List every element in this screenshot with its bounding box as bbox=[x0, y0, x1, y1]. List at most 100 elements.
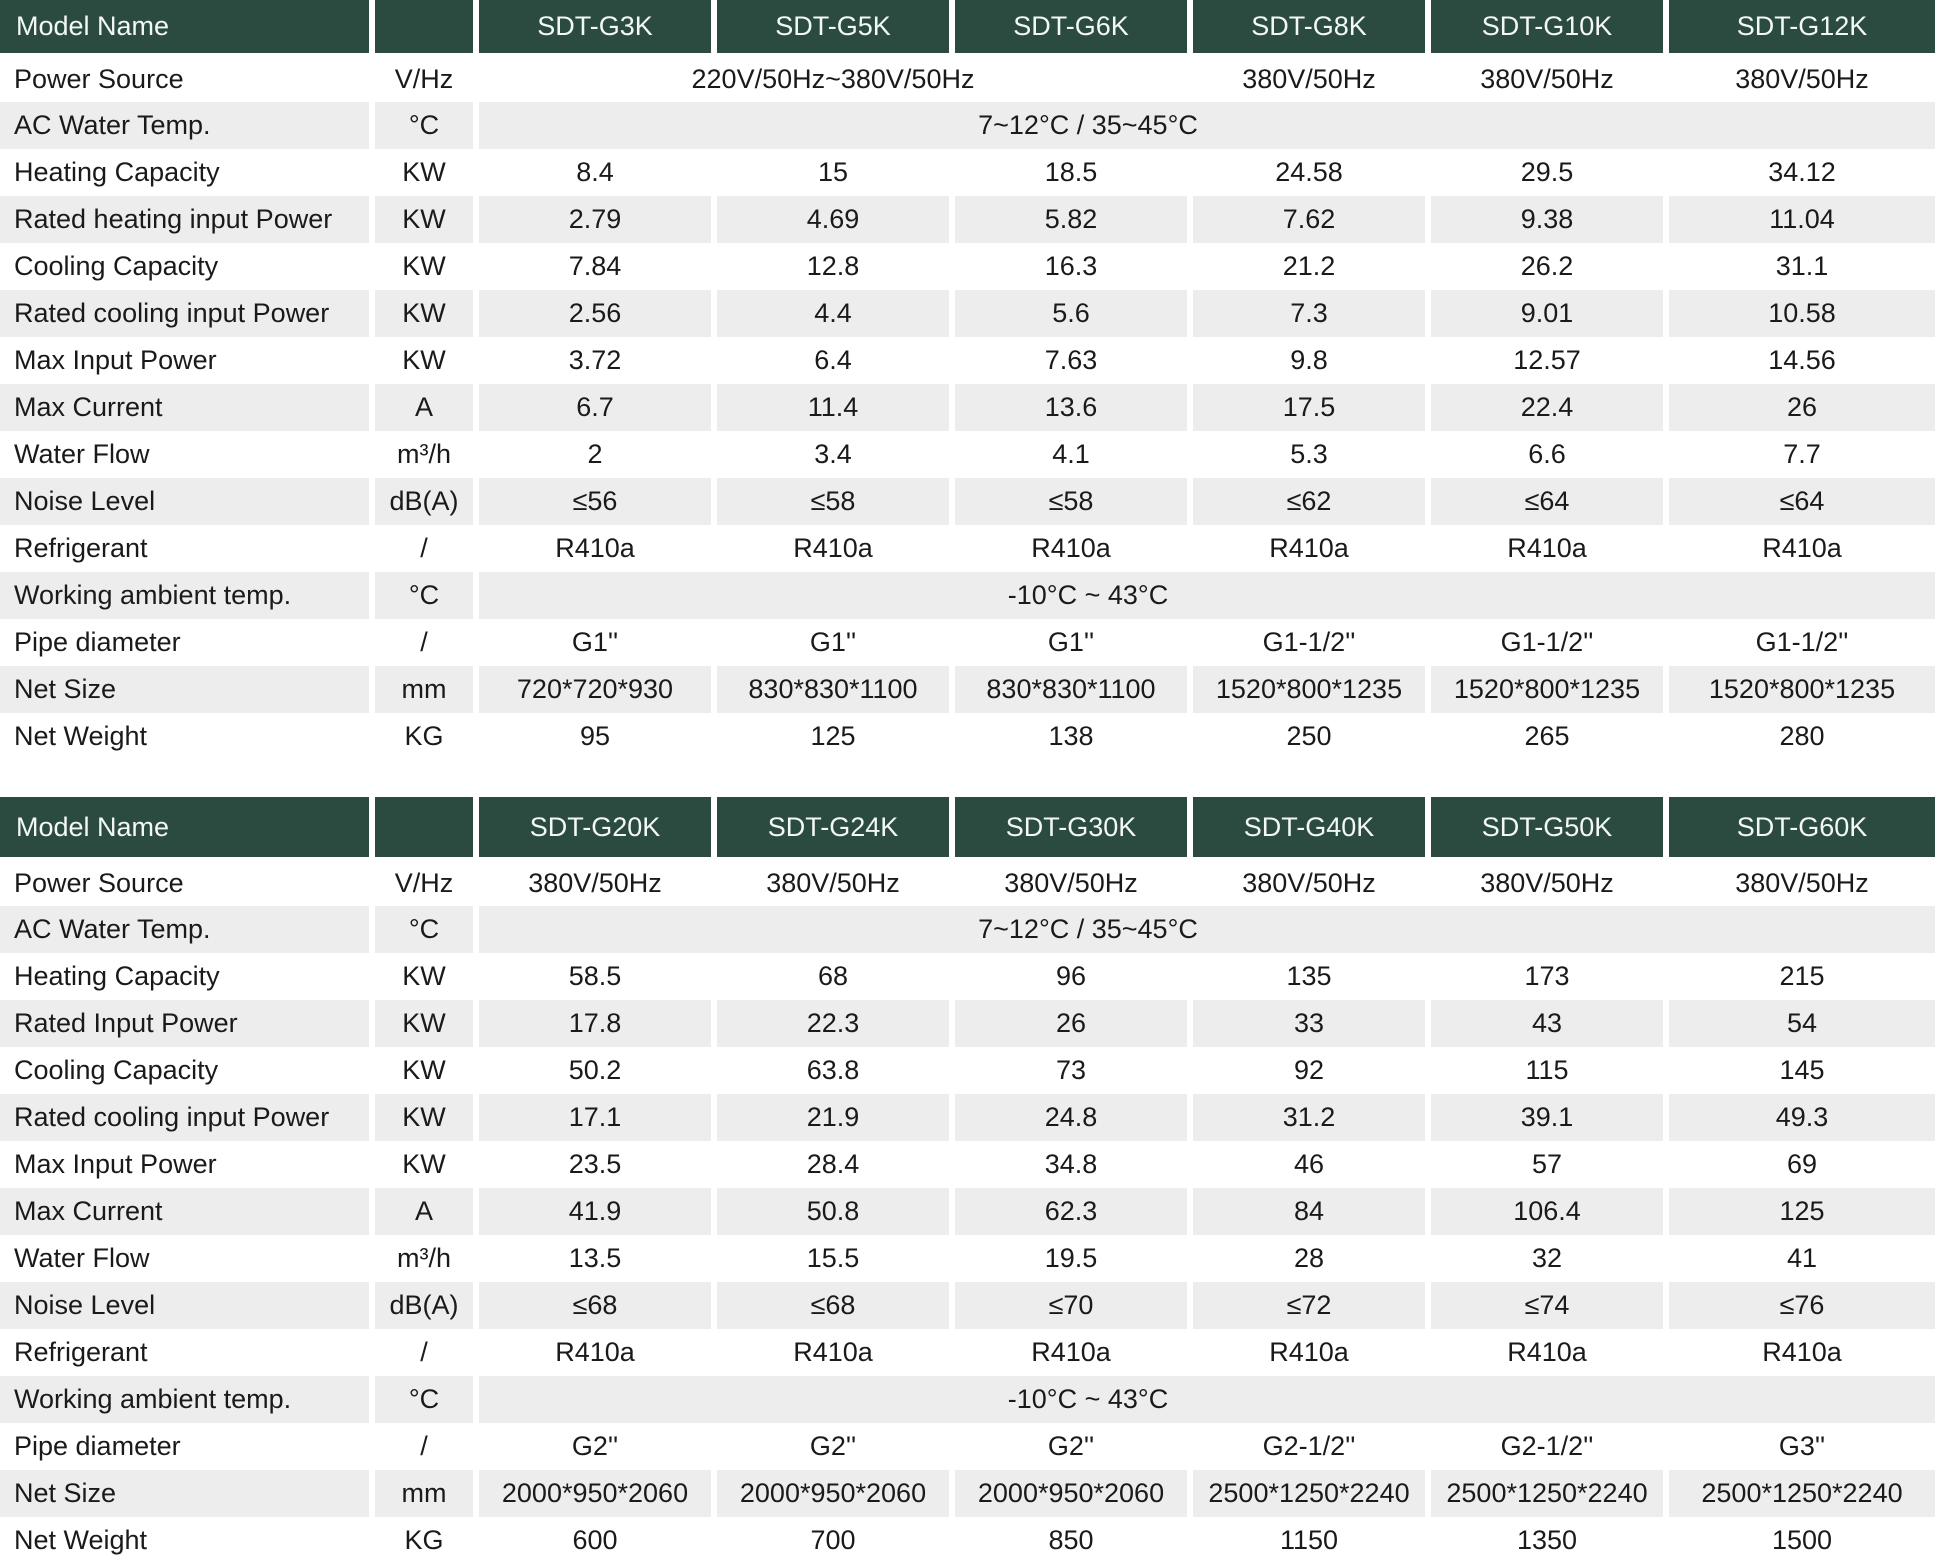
row-unit: KW bbox=[372, 337, 479, 384]
spec-value: 380V/50Hz bbox=[1190, 859, 1431, 906]
table-row: Noise Level dB(A) ≤68 ≤68 ≤70 ≤72 ≤74 ≤76 bbox=[0, 1282, 1938, 1329]
spec-value: 13.5 bbox=[476, 1235, 717, 1282]
spec-value: 17.5 bbox=[1190, 384, 1431, 431]
spec-value: 380V/50Hz bbox=[952, 859, 1193, 906]
spec-value: G1'' bbox=[714, 619, 955, 666]
table-row: Rated cooling input Power KW 2.56 4.4 5.6 7.3… bbox=[0, 290, 1938, 337]
spec-value: 84 bbox=[1190, 1188, 1431, 1235]
spec-value: 6.7 bbox=[476, 384, 717, 431]
spec-value: G1'' bbox=[952, 619, 1193, 666]
row-unit: dB(A) bbox=[372, 1282, 479, 1329]
spec-value: 6.4 bbox=[714, 337, 955, 384]
spec-value: G2-1/2'' bbox=[1190, 1423, 1431, 1470]
table-row: Net Size mm 720*720*930 830*830*1100 830*830… bbox=[0, 666, 1938, 713]
spec-value: 18.5 bbox=[952, 149, 1193, 196]
row-label: Power Source bbox=[0, 55, 375, 102]
row-label: AC Water Temp. bbox=[0, 906, 375, 953]
table-row: Heating Capacity KW 8.4 15 18.5 24.58 29.5 34.1… bbox=[0, 149, 1938, 196]
spec-value: 22.4 bbox=[1428, 384, 1669, 431]
spec-value: 46 bbox=[1190, 1141, 1431, 1188]
table-row: Max Current A 6.7 11.4 13.6 17.5 22.4 26 bbox=[0, 384, 1938, 431]
spec-value: 2500*1250*2240 bbox=[1428, 1470, 1669, 1517]
spec-value: 7.63 bbox=[952, 337, 1193, 384]
spec-value: 41 bbox=[1666, 1235, 1938, 1282]
spec-value: 7.7 bbox=[1666, 431, 1938, 478]
spec-value: 13.6 bbox=[952, 384, 1193, 431]
model-column-header: SDT-G60K bbox=[1666, 797, 1938, 861]
spec-value: ≤62 bbox=[1190, 478, 1431, 525]
spec-value: 24.8 bbox=[952, 1094, 1193, 1141]
row-label: Max Input Power bbox=[0, 337, 375, 384]
spec-value: 1500 bbox=[1666, 1517, 1938, 1564]
spec-value: G1'' bbox=[476, 619, 717, 666]
spec-value: 125 bbox=[714, 713, 955, 760]
spec-value: 50.2 bbox=[476, 1047, 717, 1094]
row-unit: mm bbox=[372, 1470, 479, 1517]
model-column-header: SDT-G30K bbox=[952, 797, 1193, 861]
table-row: Heating Capacity KW 58.5 68 96 135 173 215 bbox=[0, 953, 1938, 1000]
spec-value: 54 bbox=[1666, 1000, 1938, 1047]
row-unit: °C bbox=[372, 102, 479, 149]
spec-value: 380V/50Hz bbox=[1190, 55, 1431, 102]
spec-value: 2.56 bbox=[476, 290, 717, 337]
spec-value: 280 bbox=[1666, 713, 1938, 760]
spec-value: 4.4 bbox=[714, 290, 955, 337]
spec-value: 2 bbox=[476, 431, 717, 478]
table-row: Rated heating input Power KW 2.79 4.69 5.82 7… bbox=[0, 196, 1938, 243]
row-unit: mm bbox=[372, 666, 479, 713]
table-row: Power Source V/Hz 380V/50Hz 380V/50Hz 380V/5… bbox=[0, 859, 1938, 906]
spec-value: 7.62 bbox=[1190, 196, 1431, 243]
spec-value: ≤58 bbox=[952, 478, 1193, 525]
spec-value: R410a bbox=[1190, 525, 1431, 572]
row-label: Noise Level bbox=[0, 1282, 375, 1329]
row-label: Water Flow bbox=[0, 431, 375, 478]
row-unit: KW bbox=[372, 1047, 479, 1094]
row-unit: / bbox=[372, 1329, 479, 1376]
row-unit: KW bbox=[372, 953, 479, 1000]
row-label: Refrigerant bbox=[0, 1329, 375, 1376]
spec-value: 26.2 bbox=[1428, 243, 1669, 290]
table-row: Pipe diameter / G1'' G1'' G1'' G1-1/2'' G1-1/2… bbox=[0, 619, 1938, 666]
spec-value: 2000*950*2060 bbox=[476, 1470, 717, 1517]
spec-value: ≤58 bbox=[714, 478, 955, 525]
spec-value: 7~12°C / 35~45°C bbox=[476, 906, 1938, 953]
row-unit: KG bbox=[372, 1517, 479, 1564]
spec-value: 17.8 bbox=[476, 1000, 717, 1047]
table-row: Refrigerant / R410a R410a R410a R410a R410a R41… bbox=[0, 525, 1938, 572]
spec-value: 9.01 bbox=[1428, 290, 1669, 337]
spec-value: 22.3 bbox=[714, 1000, 955, 1047]
spec-value: 145 bbox=[1666, 1047, 1938, 1094]
spec-value: 250 bbox=[1190, 713, 1431, 760]
spec-value: ≤64 bbox=[1428, 478, 1669, 525]
table-row: AC Water Temp. °C 7~12°C / 35~45°C bbox=[0, 102, 1938, 149]
spec-value: ≤72 bbox=[1190, 1282, 1431, 1329]
spec-value: 17.1 bbox=[476, 1094, 717, 1141]
spec-value: G2'' bbox=[714, 1423, 955, 1470]
spec-value: 3.72 bbox=[476, 337, 717, 384]
row-unit: / bbox=[372, 1423, 479, 1470]
spec-value: 1520*800*1235 bbox=[1190, 666, 1431, 713]
spec-value: R410a bbox=[1428, 1329, 1669, 1376]
spec-value: 220V/50Hz~380V/50Hz bbox=[476, 55, 1193, 102]
model-column-header: SDT-G40K bbox=[1190, 797, 1431, 861]
spec-value: R410a bbox=[714, 525, 955, 572]
spec-value: R410a bbox=[476, 525, 717, 572]
table-row: AC Water Temp. °C 7~12°C / 35~45°C bbox=[0, 906, 1938, 953]
model-name-header: Model Name bbox=[0, 797, 375, 861]
spec-value: G2-1/2'' bbox=[1428, 1423, 1669, 1470]
row-unit: m³/h bbox=[372, 1235, 479, 1282]
spec-value: 32 bbox=[1428, 1235, 1669, 1282]
spec-value: 41.9 bbox=[476, 1188, 717, 1235]
spec-value: 215 bbox=[1666, 953, 1938, 1000]
spec-value: 5.6 bbox=[952, 290, 1193, 337]
spec-value: 39.1 bbox=[1428, 1094, 1669, 1141]
spec-value: 700 bbox=[714, 1517, 955, 1564]
spec-value: 12.57 bbox=[1428, 337, 1669, 384]
spec-value: 63.8 bbox=[714, 1047, 955, 1094]
spec-value: G2'' bbox=[476, 1423, 717, 1470]
spec-value: 12.8 bbox=[714, 243, 955, 290]
row-label: Max Current bbox=[0, 384, 375, 431]
table-row: Max Input Power KW 23.5 28.4 34.8 46 57 69 bbox=[0, 1141, 1938, 1188]
row-unit: °C bbox=[372, 1376, 479, 1423]
